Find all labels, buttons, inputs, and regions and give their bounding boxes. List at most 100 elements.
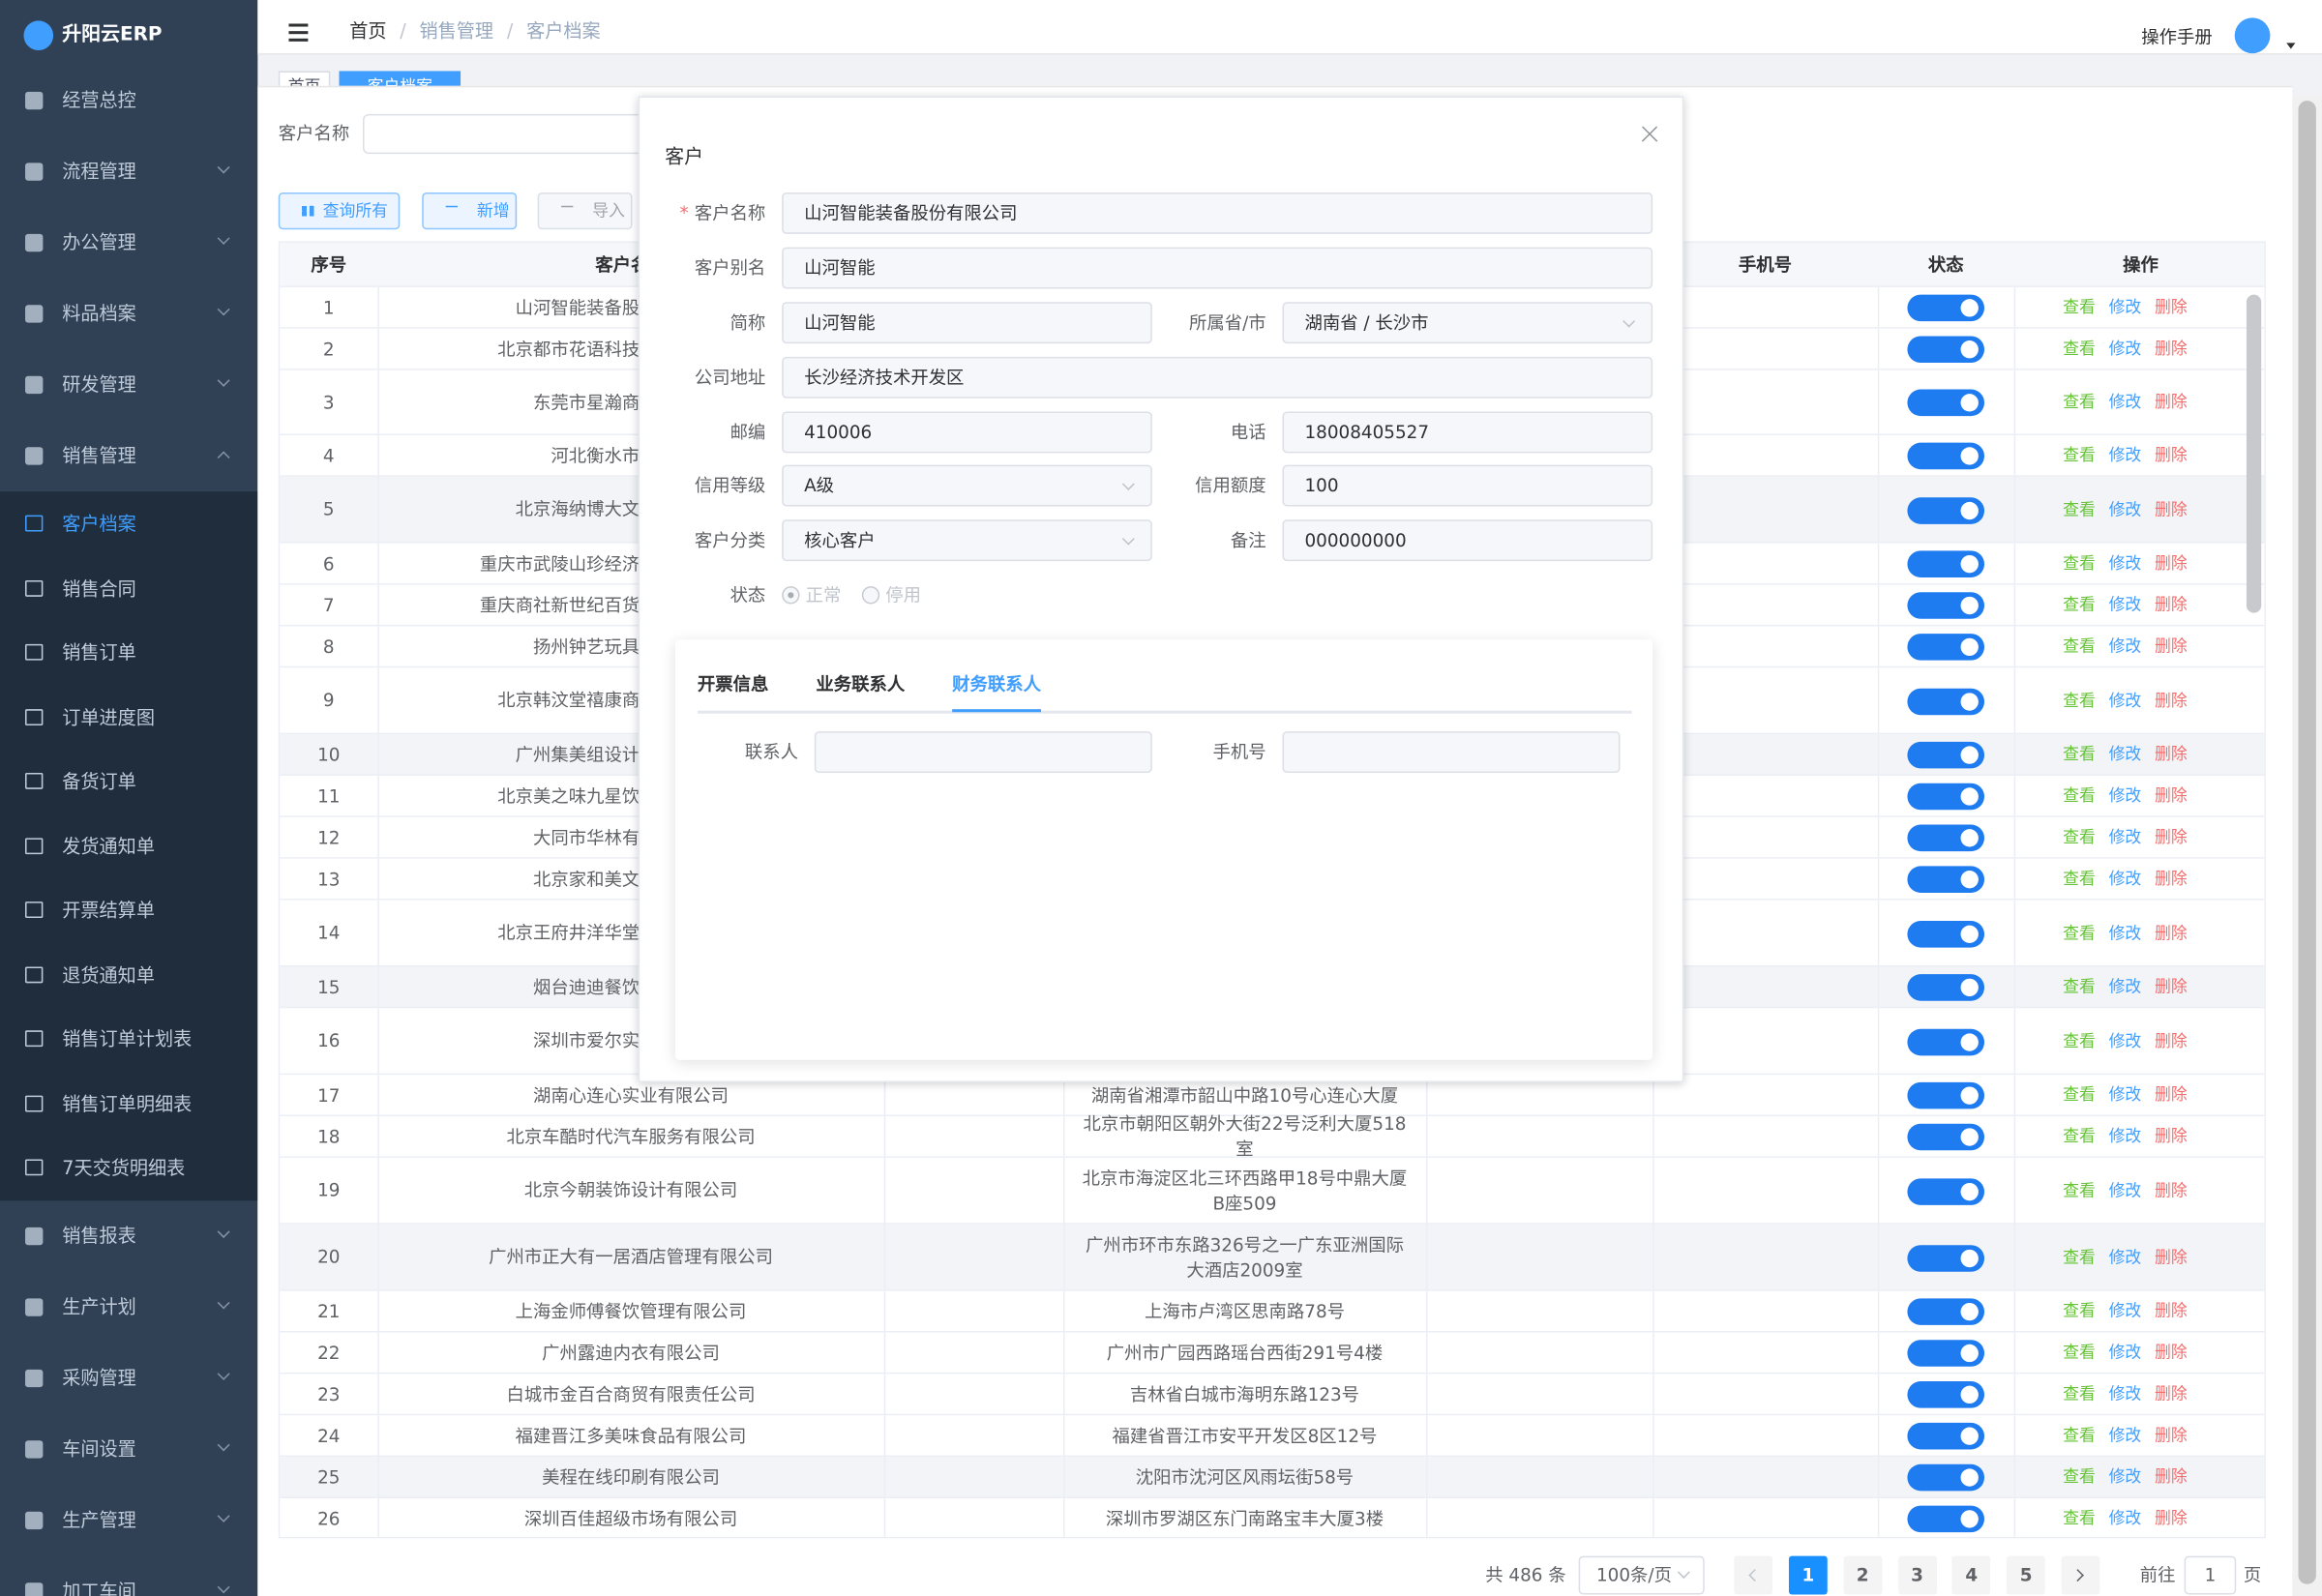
row-action[interactable]: 查看: [2063, 744, 2096, 764]
status-switch[interactable]: [1907, 550, 1985, 577]
row-action[interactable]: 修改: [2108, 392, 2142, 412]
row-action[interactable]: 查看: [2063, 1384, 2096, 1404]
row-action[interactable]: 查看: [2063, 977, 2096, 997]
menu-item[interactable]: 料品档案: [0, 279, 257, 349]
row-action[interactable]: 查看: [2063, 1508, 2096, 1528]
field-input[interactable]: 18008405527: [1282, 411, 1653, 454]
card-tab[interactable]: 开票信息: [697, 673, 769, 695]
status-switch[interactable]: [1907, 1123, 1985, 1151]
row-action[interactable]: 删除: [2155, 1248, 2188, 1268]
submenu-item[interactable]: 销售订单: [0, 620, 258, 685]
field-input[interactable]: 湖南省 / 长沙市: [1282, 302, 1653, 344]
field-input[interactable]: 000000000: [1282, 519, 1653, 562]
page-number[interactable]: 1: [1788, 1555, 1828, 1595]
status-switch[interactable]: [1907, 1244, 1985, 1272]
row-action[interactable]: 查看: [2063, 1301, 2096, 1321]
row-action[interactable]: 删除: [2155, 691, 2188, 711]
row-action[interactable]: 修改: [2108, 1384, 2142, 1404]
submenu-item[interactable]: 销售订单计划表: [0, 1006, 258, 1072]
row-action[interactable]: 删除: [2155, 636, 2188, 657]
submenu-item[interactable]: 开票结算单: [0, 877, 258, 943]
card-tab[interactable]: 财务联系人: [952, 673, 1042, 695]
page-size-select[interactable]: 100条/页: [1578, 1555, 1705, 1595]
row-action[interactable]: 修改: [2108, 869, 2142, 889]
submenu-item[interactable]: 退货通知单: [0, 942, 258, 1007]
breadcrumb-item[interactable]: 首页: [349, 18, 387, 42]
menu-item[interactable]: 生产计划: [0, 1271, 257, 1342]
row-action[interactable]: 查看: [2063, 1466, 2096, 1487]
menu-item[interactable]: 办公管理: [0, 207, 257, 278]
row-action[interactable]: 查看: [2063, 500, 2096, 520]
submenu-item[interactable]: 销售合同: [0, 555, 258, 621]
row-action[interactable]: 修改: [2108, 1343, 2142, 1363]
menu-item[interactable]: 生产管理: [0, 1484, 257, 1554]
row-action[interactable]: 删除: [2155, 785, 2188, 806]
page-number[interactable]: 2: [1843, 1555, 1883, 1595]
card-tab[interactable]: 业务联系人: [816, 673, 906, 695]
row-action[interactable]: 删除: [2155, 924, 2188, 943]
row-action[interactable]: 删除: [2155, 827, 2188, 847]
avatar[interactable]: [2234, 17, 2271, 54]
row-action[interactable]: 修改: [2108, 553, 2142, 574]
status-switch[interactable]: [1907, 336, 1985, 363]
menu-item[interactable]: 研发管理: [0, 349, 257, 420]
row-action[interactable]: 修改: [2108, 339, 2142, 359]
status-switch[interactable]: [1907, 1298, 1985, 1325]
row-action[interactable]: 修改: [2108, 1248, 2142, 1268]
status-switch[interactable]: [1907, 974, 1985, 1001]
status-switch[interactable]: [1907, 1505, 1985, 1533]
row-action[interactable]: 查看: [2063, 827, 2096, 847]
row-action[interactable]: 删除: [2155, 744, 2188, 764]
status-switch[interactable]: [1907, 496, 1985, 524]
row-action[interactable]: 查看: [2063, 339, 2096, 359]
row-action[interactable]: 查看: [2063, 1084, 2096, 1105]
row-action[interactable]: 删除: [2155, 392, 2188, 412]
goto-input[interactable]: 1: [2184, 1555, 2237, 1595]
row-action[interactable]: 修改: [2108, 1084, 2142, 1105]
menu-item[interactable]: 加工车间: [0, 1555, 257, 1596]
status-switch[interactable]: [1907, 634, 1985, 661]
contact-input[interactable]: [1282, 731, 1621, 773]
row-action[interactable]: 查看: [2063, 1181, 2096, 1201]
row-action[interactable]: 查看: [2063, 445, 2096, 465]
row-action[interactable]: 查看: [2063, 785, 2096, 806]
row-action[interactable]: 删除: [2155, 500, 2188, 520]
manual-link[interactable]: 操作手册: [2141, 26, 2213, 47]
status-switch[interactable]: [1907, 1340, 1985, 1367]
row-action[interactable]: 修改: [2108, 924, 2142, 943]
dialog-close[interactable]: [1639, 123, 1659, 143]
row-action[interactable]: 查看: [2063, 595, 2096, 615]
field-input[interactable]: A级: [782, 464, 1152, 507]
breadcrumb-item[interactable]: 销售管理: [387, 19, 494, 42]
row-action[interactable]: 修改: [2108, 595, 2142, 615]
row-action[interactable]: 查看: [2063, 869, 2096, 889]
row-action[interactable]: 查看: [2063, 1425, 2096, 1445]
row-action[interactable]: 删除: [2155, 1084, 2188, 1105]
row-action[interactable]: 删除: [2155, 1425, 2188, 1445]
row-action[interactable]: 修改: [2108, 1301, 2142, 1321]
row-action[interactable]: 修改: [2108, 1031, 2142, 1051]
field-input[interactable]: 长沙经济技术开发区: [782, 356, 1653, 399]
row-action[interactable]: 删除: [2155, 1031, 2188, 1051]
row-action[interactable]: 修改: [2108, 691, 2142, 711]
row-action[interactable]: 修改: [2108, 785, 2142, 806]
toolbar-button[interactable]: 新增: [422, 192, 518, 230]
row-action[interactable]: 查看: [2063, 553, 2096, 574]
contact-input[interactable]: [814, 731, 1152, 773]
toolbar-button[interactable]: 查询所有: [278, 192, 401, 230]
row-action[interactable]: 修改: [2108, 500, 2142, 520]
row-action[interactable]: 查看: [2063, 1031, 2096, 1051]
status-switch[interactable]: [1907, 389, 1985, 417]
row-action[interactable]: 删除: [2155, 553, 2188, 574]
row-action[interactable]: 删除: [2155, 339, 2188, 359]
status-switch[interactable]: [1907, 920, 1985, 947]
row-action[interactable]: 修改: [2108, 445, 2142, 465]
row-action[interactable]: 查看: [2063, 924, 2096, 943]
menu-item[interactable]: 车间设置: [0, 1413, 257, 1484]
status-switch[interactable]: [1907, 1177, 1985, 1205]
menu-item[interactable]: 流程管理: [0, 136, 257, 207]
menu-item[interactable]: 采购管理: [0, 1342, 257, 1412]
submenu-item[interactable]: 销售订单明细表: [0, 1071, 258, 1136]
submenu-item[interactable]: 订单进度图: [0, 684, 258, 750]
page-number[interactable]: 3: [1897, 1555, 1937, 1595]
